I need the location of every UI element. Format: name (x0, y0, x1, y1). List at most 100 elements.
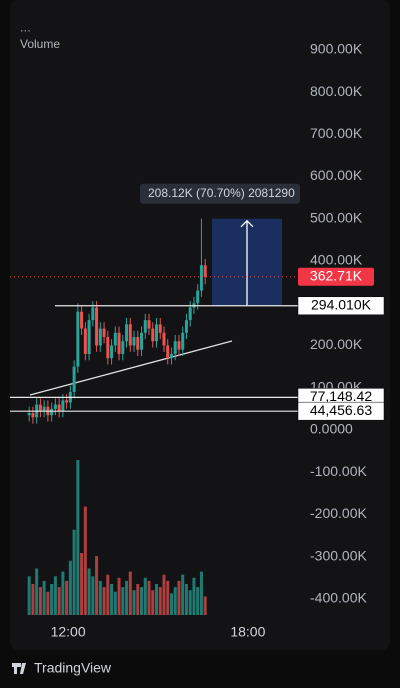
volume-bar (181, 574, 185, 615)
volume-bar (57, 587, 61, 615)
volume-bar (143, 577, 147, 615)
candle-body (147, 320, 151, 329)
volume-bar (173, 587, 177, 615)
candle-body (110, 345, 114, 359)
candle-body (125, 324, 129, 342)
volume-bar (113, 591, 117, 615)
volume-bar (162, 574, 166, 615)
volume-bar (188, 590, 192, 615)
trend-line (29, 340, 233, 396)
volume-bar (192, 577, 196, 615)
volume-bar (35, 568, 39, 615)
y-tick-label: 400.00K (310, 252, 363, 268)
volume-bar (83, 506, 87, 615)
candle-body (169, 353, 173, 359)
volume-bar (91, 576, 95, 615)
volume-bar (121, 587, 125, 615)
level-box (297, 296, 385, 316)
volume-label: Volume (20, 37, 60, 51)
candle-body (128, 324, 132, 346)
volume-bar (80, 553, 84, 615)
volume-bar (102, 587, 106, 615)
candle-body (199, 265, 203, 291)
volume-bar (65, 580, 69, 615)
y-tick-label: 200.00K (310, 336, 363, 352)
y-tick-label: 600.00K (310, 167, 363, 183)
volume-bar (110, 584, 114, 615)
candle-body (87, 320, 91, 354)
level-label: 77,148.42 (310, 388, 372, 404)
candle-body (196, 290, 200, 304)
volume-bar (31, 584, 35, 615)
volume-bar (46, 591, 50, 615)
candle-body (154, 324, 158, 342)
y-tick-label: -200.00K (310, 505, 367, 521)
candle-body (95, 307, 99, 346)
candle-body (65, 400, 69, 403)
candle-body (143, 320, 147, 333)
brand: TradingView (12, 660, 112, 676)
candle-body (173, 341, 177, 354)
candle-body (83, 328, 87, 354)
level-box (297, 401, 385, 421)
volume-bar (177, 580, 181, 615)
volume-bar (72, 529, 76, 615)
volume-bar (125, 580, 129, 615)
measure-label-bg (140, 183, 300, 204)
candle-body (113, 332, 117, 346)
candle-body (151, 328, 155, 342)
y-tick-label: 800.00K (310, 83, 363, 99)
brand-name: TradingView (34, 660, 112, 676)
menu[interactable]: ... (20, 19, 31, 34)
y-tick-label: 500.00K (310, 209, 363, 225)
candle-body (42, 406, 46, 411)
candle-body (177, 341, 181, 350)
volume-bar (27, 576, 31, 615)
volume-bar (154, 584, 158, 615)
volume-bar (169, 593, 173, 615)
candle-body (158, 324, 162, 333)
candle-body (121, 341, 125, 354)
measure-label: 208.12K (70.70%) 2081290 (148, 186, 295, 200)
volume-bar (136, 584, 140, 615)
candle-body (136, 337, 140, 350)
candle-body (188, 307, 192, 321)
candle-body (203, 265, 207, 277)
measure-arrowhead (240, 219, 254, 228)
candle-body (140, 332, 144, 350)
candle-body (102, 328, 106, 338)
x-tick-label: 12:00 (51, 624, 86, 640)
volume-bar (199, 571, 203, 615)
last-price-box (298, 267, 374, 286)
volume-bar (128, 571, 132, 615)
volume-bar (87, 568, 91, 615)
candle-body (50, 408, 54, 416)
volume-bar (53, 576, 57, 615)
candle-body (27, 413, 31, 416)
chart-panel (10, 0, 390, 650)
y-tick-label: -100.00K (310, 463, 367, 479)
volume-bar (42, 580, 46, 615)
volume-bar (203, 596, 207, 615)
volume-bar (106, 574, 110, 615)
brand-logo (12, 663, 26, 674)
candle-body (184, 320, 188, 333)
candle-body (76, 311, 80, 367)
volume-bar (95, 556, 99, 615)
candle-body (91, 307, 95, 321)
level-label: 294.010K (311, 296, 372, 312)
candle-body (181, 332, 185, 350)
volume-bar (140, 587, 144, 615)
y-tick-label: 700.00K (310, 125, 363, 141)
candle-body (80, 311, 84, 329)
volume-bar (98, 580, 102, 615)
volume-bar (76, 460, 80, 615)
candle-body (162, 332, 166, 346)
y-tick-label: 0.0000 (310, 421, 353, 437)
volume-bar (38, 587, 42, 615)
volume-bar (196, 587, 200, 615)
y-tick-label: -300.00K (310, 547, 367, 563)
volume-bar (158, 587, 162, 615)
